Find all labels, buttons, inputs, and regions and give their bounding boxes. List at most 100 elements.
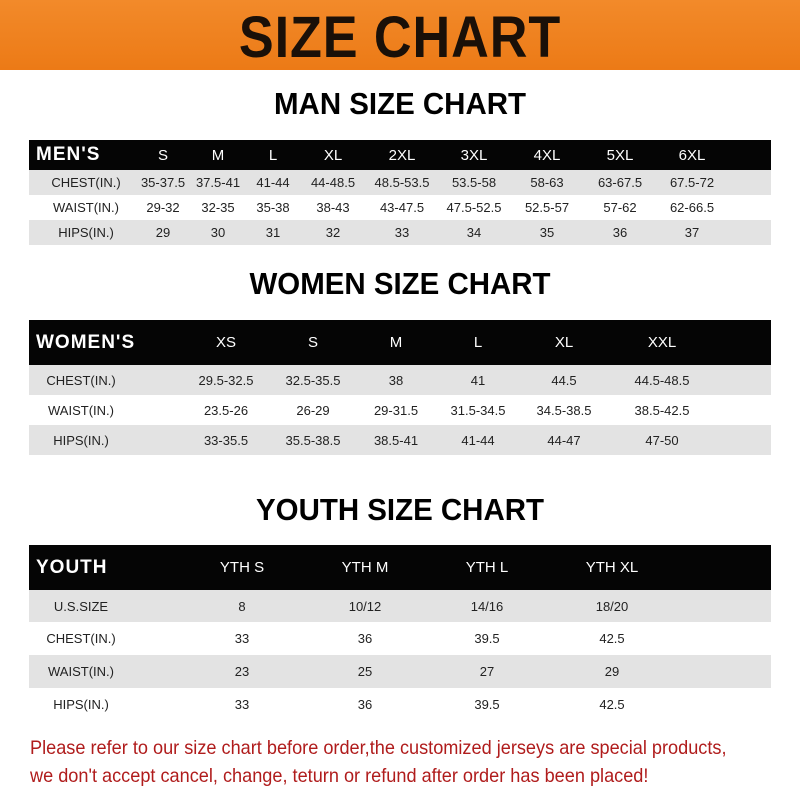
men-header-label: MEN'S: [36, 144, 101, 165]
table-row: CHEST(IN.) 29.5-32.5 32.5-35.5 38 41 44.5 44.5…: [29, 365, 771, 395]
table-row: CHEST(IN.) 33 36 39.5 42.5: [29, 622, 771, 655]
youth-title: YOUTH SIZE CHART: [256, 492, 544, 527]
measurement-cell: 29-31.5: [373, 402, 419, 418]
men-title: MAN SIZE CHART: [274, 86, 526, 121]
youth-header-label: YOUTH: [36, 556, 108, 578]
measurement-cell: 32.5-35.5: [285, 372, 341, 388]
measurement-cell: 8: [238, 598, 246, 614]
youth-size-table: YOUTH YTH S YTH M YTH L YTH XL U.S.SIZE 8 10/12…: [29, 545, 771, 721]
measurement-cell: 23: [234, 664, 250, 679]
measurement-cell: 52.5-57: [524, 200, 570, 215]
measurement-cell: 33: [234, 697, 250, 712]
measurement-cell: 36: [357, 697, 373, 712]
notice-line-1: Please refer to our size chart before or…: [30, 737, 727, 759]
measurement-cell: 29: [604, 664, 620, 679]
measurement-cell: 29: [155, 225, 171, 240]
measurement-cell: 41-44: [256, 175, 290, 190]
size-header: XS: [215, 334, 237, 351]
measurement-cell: 44.5-48.5: [634, 372, 690, 388]
size-header: M: [389, 334, 403, 351]
row-label: WAIST(IN.): [48, 664, 114, 679]
measurement-cell: 27: [479, 664, 495, 679]
size-header: 5XL: [606, 146, 634, 164]
size-header: YTH M: [341, 559, 389, 576]
size-header: 3XL: [460, 146, 488, 164]
women-title: WOMEN SIZE CHART: [249, 266, 551, 301]
measurement-cell: 44-47: [547, 432, 581, 448]
measurement-cell: 32-35: [201, 200, 235, 215]
row-label: HIPS(IN.): [58, 225, 114, 240]
measurement-cell: 63-67.5: [597, 175, 643, 190]
measurement-cell: 25: [357, 664, 373, 679]
measurement-cell: 38: [388, 372, 404, 388]
measurement-cell: 38-43: [316, 200, 350, 215]
measurement-cell: 26-29: [296, 402, 330, 418]
measurement-cell: 41-44: [461, 432, 495, 448]
row-label: CHEST(IN.): [46, 631, 116, 646]
size-header: XL: [323, 146, 343, 164]
row-label: CHEST(IN.): [46, 372, 116, 388]
measurement-cell: 57-62: [603, 200, 637, 215]
table-row: CHEST(IN.) 35-37.5 37.5-41 41-44 44-48.5 48.5…: [29, 170, 771, 195]
measurement-cell: 47-50: [645, 432, 679, 448]
size-header: XXL: [647, 334, 677, 351]
measurement-cell: 35.5-38.5: [285, 432, 341, 448]
table-row: WAIST(IN.) 23 25 27 29: [29, 655, 771, 688]
row-label: WAIST(IN.): [48, 402, 114, 418]
measurement-cell: 35-38: [256, 200, 290, 215]
measurement-cell: 44.5: [551, 372, 577, 388]
table-row: HIPS(IN.) 33 36 39.5 42.5: [29, 688, 771, 721]
table-row: HIPS(IN.) 29 30 31 32 33 34 35 36 37: [29, 220, 771, 245]
table-row: U.S.SIZE 8 10/12 14/16 18/20: [29, 590, 771, 622]
measurement-cell: 29-32: [146, 200, 180, 215]
measurement-cell: 53.5-58: [451, 175, 497, 190]
measurement-cell: 34: [466, 225, 482, 240]
size-header: S: [157, 146, 169, 164]
measurement-cell: 42.5: [599, 697, 625, 712]
row-label: U.S.SIZE: [53, 598, 109, 614]
measurement-cell: 34.5-38.5: [536, 402, 592, 418]
size-header: L: [473, 334, 483, 351]
measurement-cell: 47.5-52.5: [446, 200, 502, 215]
size-header: S: [307, 334, 319, 351]
table-row: WAIST(IN.) 29-32 32-35 35-38 38-43 43-47.5 47.…: [29, 195, 771, 220]
table-row: WAIST(IN.) 23.5-26 26-29 29-31.5 31.5-34.5 34…: [29, 395, 771, 425]
measurement-cell: 33: [394, 225, 410, 240]
women-size-table: WOMEN'S XS S M L XL XXL CHEST(IN.) 29.5-32.5 32.5…: [29, 320, 771, 455]
measurement-cell: 32: [325, 225, 341, 240]
measurement-cell: 35-37.5: [140, 175, 186, 190]
row-label: CHEST(IN.): [51, 175, 121, 190]
size-header: L: [268, 146, 278, 164]
measurement-cell: 48.5-53.5: [374, 175, 430, 190]
measurement-cell: 10/12: [348, 598, 382, 614]
women-header-row: WOMEN'S XS S M L XL XXL: [29, 320, 771, 365]
measurement-cell: 38.5-42.5: [634, 402, 690, 418]
size-header: M: [211, 146, 225, 164]
measurement-cell: 67.5-72: [669, 175, 715, 190]
row-label: HIPS(IN.): [53, 697, 109, 712]
measurement-cell: 30: [210, 225, 226, 240]
measurement-cell: 39.5: [474, 697, 500, 712]
measurement-cell: 23.5-26: [203, 402, 249, 418]
size-header: YTH L: [465, 559, 509, 576]
measurement-cell: 58-63: [530, 175, 564, 190]
men-header-row: MEN'S S M L XL 2XL 3XL 4XL 5XL 6XL: [29, 140, 771, 170]
measurement-cell: 18/20: [595, 598, 629, 614]
measurement-cell: 39.5: [474, 631, 500, 646]
measurement-cell: 14/16: [470, 598, 504, 614]
notice-line-2: we don't accept cancel, change, teturn o…: [30, 765, 649, 787]
measurement-cell: 43-47.5: [379, 200, 425, 215]
measurement-cell: 33-35.5: [203, 432, 249, 448]
order-notice: Please refer to our size chart before or…: [30, 734, 737, 790]
size-header: 4XL: [533, 146, 561, 164]
women-header-label: WOMEN'S: [36, 331, 136, 353]
measurement-cell: 35: [539, 225, 555, 240]
youth-header-row: YOUTH YTH S YTH M YTH L YTH XL: [29, 545, 771, 590]
size-header: 2XL: [388, 146, 416, 164]
measurement-cell: 42.5: [599, 631, 625, 646]
measurement-cell: 36: [357, 631, 373, 646]
measurement-cell: 38.5-41: [373, 432, 419, 448]
size-header: XL: [554, 334, 574, 351]
banner: SIZE CHART: [0, 0, 800, 70]
measurement-cell: 31: [265, 225, 281, 240]
